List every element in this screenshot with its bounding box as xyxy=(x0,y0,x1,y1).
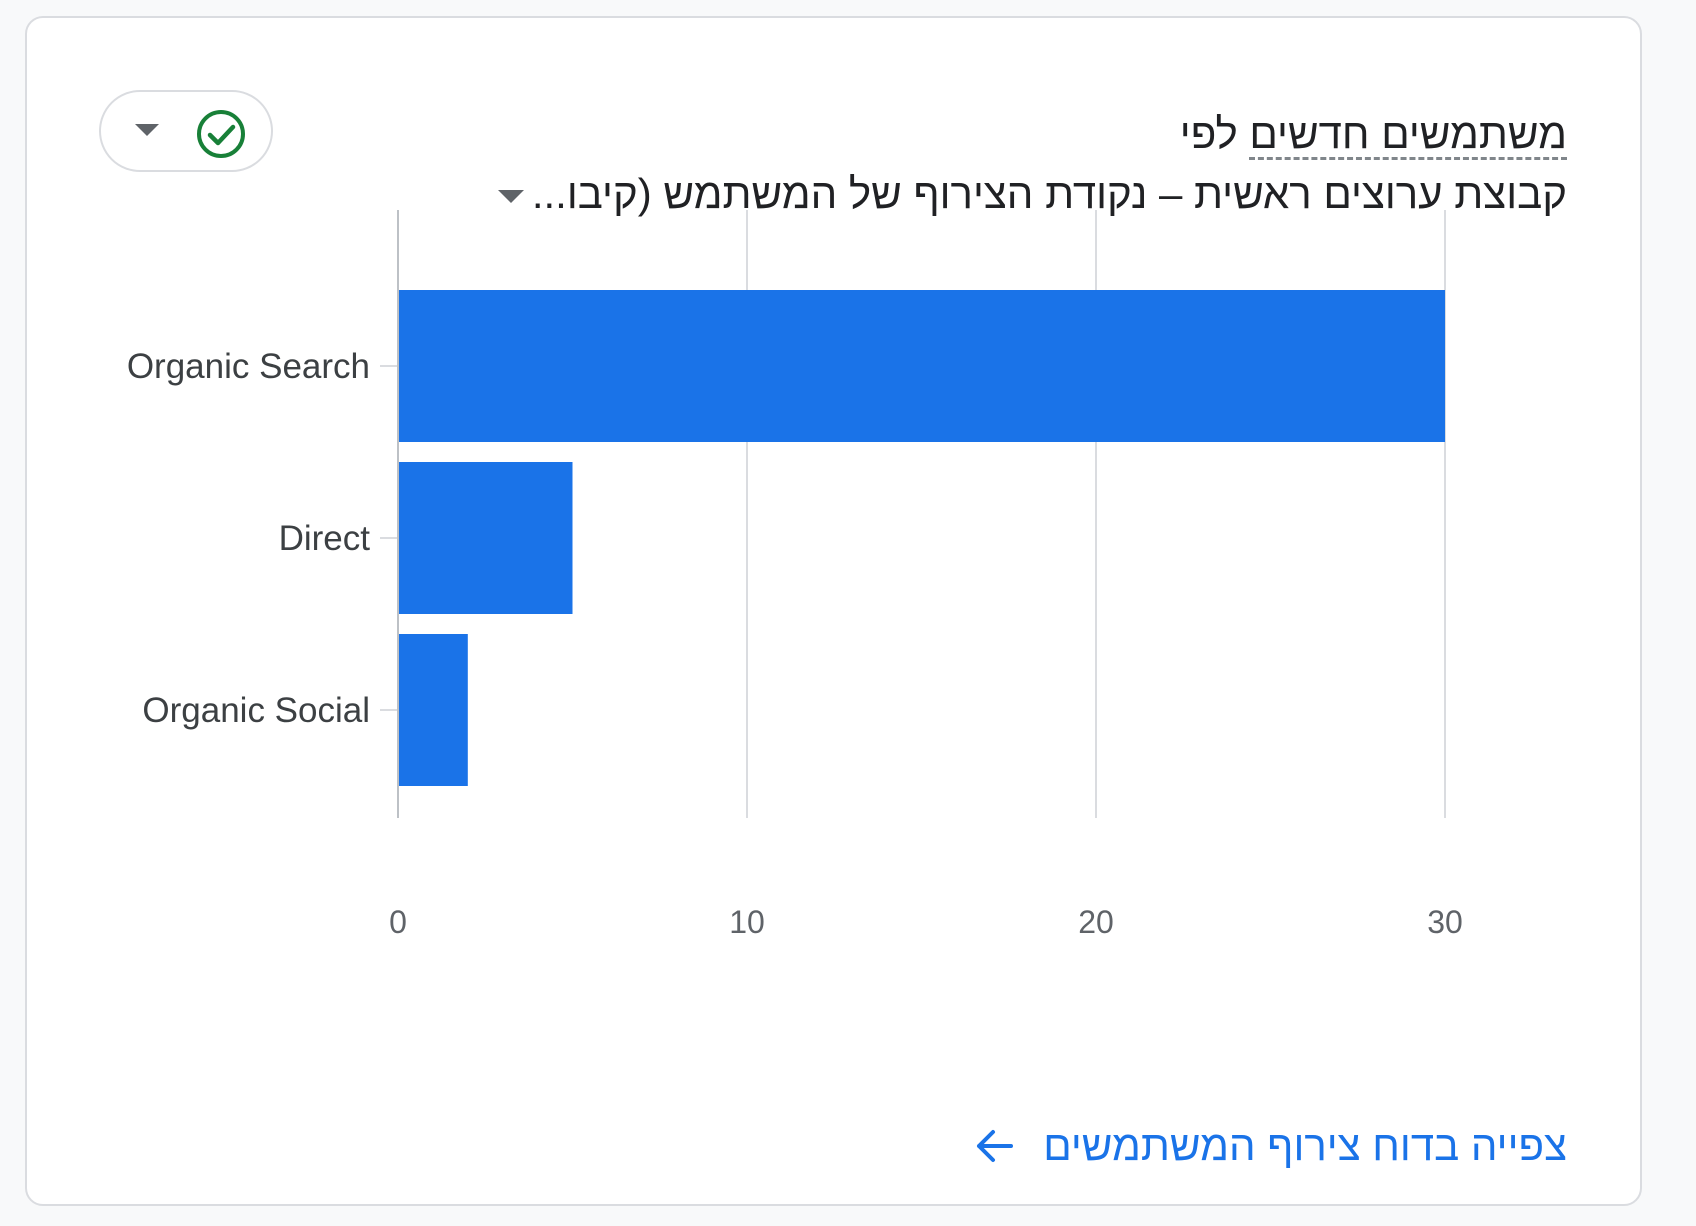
bar xyxy=(398,634,468,786)
link-label: צפייה בדוח צירוף המשתמשים xyxy=(1043,1122,1567,1169)
metric-selector[interactable]: משתמשים חדשים xyxy=(1249,110,1567,160)
category-label: Direct xyxy=(279,519,371,558)
category-label: Organic Social xyxy=(142,691,370,730)
check-circle-icon xyxy=(197,110,245,158)
x-tick-label: 20 xyxy=(1078,904,1114,940)
category-label: Organic Search xyxy=(127,347,370,386)
x-tick-label: 10 xyxy=(729,904,765,940)
bar-chart: 0 10 20 30 Organic Search Direct Organic Socia… xyxy=(127,210,1463,940)
arrow-left-icon xyxy=(977,1130,1014,1162)
view-user-acquisition-report-link[interactable]: צפייה בדוח צירוף המשתמשים xyxy=(971,1122,1567,1170)
dropdown-caret-icon xyxy=(497,190,524,204)
chevron-down-icon xyxy=(135,124,159,136)
new-users-card: משתמשים חדשים לפי קבוצת ערוצים ראשית – נ… xyxy=(25,16,1642,1206)
dimension-selector[interactable]: קבוצת ערוצים ראשית – נקודת הצירוף של המש… xyxy=(497,170,1567,218)
title-suffix: לפי xyxy=(1179,110,1250,157)
bar xyxy=(398,290,1445,442)
x-tick-label: 0 xyxy=(389,904,407,940)
x-tick-label: 30 xyxy=(1427,904,1463,940)
card-title: משתמשים חדשים לפי xyxy=(1179,110,1567,160)
status-dropdown-button[interactable] xyxy=(99,90,273,172)
bar xyxy=(398,462,573,614)
dimension-label: קבוצת ערוצים ראשית – נקודת הצירוף של המש… xyxy=(531,170,1567,217)
